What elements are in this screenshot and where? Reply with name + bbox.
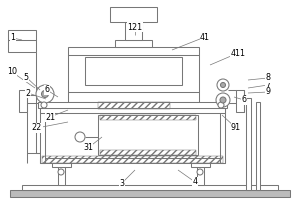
Bar [40, 108, 225, 113]
Bar [110, 7, 157, 22]
Text: 6: 6 [242, 96, 247, 104]
Bar [22, 185, 278, 190]
Text: 41: 41 [200, 32, 210, 42]
Text: 21: 21 [45, 112, 55, 121]
Circle shape [217, 79, 229, 91]
Text: 6: 6 [44, 86, 50, 95]
Text: 4: 4 [193, 178, 197, 186]
Circle shape [36, 85, 54, 103]
Circle shape [218, 102, 224, 108]
Bar [220, 108, 225, 163]
Bar [191, 163, 210, 167]
Circle shape [216, 93, 230, 107]
Text: 3: 3 [119, 178, 124, 188]
Bar [40, 108, 45, 163]
Bar [100, 150, 196, 155]
Bar [40, 158, 225, 163]
Text: 8: 8 [266, 73, 271, 82]
Bar [98, 115, 198, 155]
Text: 9: 9 [266, 88, 271, 97]
Bar [10, 190, 290, 197]
Text: 411: 411 [230, 48, 245, 58]
Bar [197, 163, 204, 185]
Circle shape [220, 97, 226, 103]
Bar [98, 102, 170, 109]
Circle shape [41, 102, 47, 108]
Text: 1: 1 [11, 33, 16, 43]
Bar [38, 102, 227, 108]
Bar [236, 90, 244, 112]
Circle shape [75, 132, 85, 142]
Text: 121: 121 [128, 22, 142, 31]
Bar [125, 22, 142, 40]
Bar [68, 47, 199, 102]
Bar [256, 102, 260, 190]
Bar [52, 163, 71, 167]
Bar [115, 40, 152, 47]
Circle shape [41, 90, 49, 98]
Text: 31: 31 [83, 144, 93, 152]
Text: 22: 22 [32, 123, 42, 132]
Bar [85, 57, 182, 85]
Text: 7: 7 [266, 80, 271, 90]
Bar [42, 156, 223, 163]
Bar [100, 115, 196, 120]
Bar [19, 90, 27, 112]
Bar [8, 30, 36, 52]
Text: 2: 2 [26, 88, 31, 98]
Text: 10: 10 [7, 68, 17, 76]
Text: 5: 5 [23, 72, 28, 82]
Bar [246, 98, 251, 190]
Circle shape [197, 169, 203, 175]
Circle shape [58, 169, 64, 175]
Text: 91: 91 [231, 123, 241, 132]
Circle shape [220, 82, 226, 88]
Bar [58, 163, 65, 185]
